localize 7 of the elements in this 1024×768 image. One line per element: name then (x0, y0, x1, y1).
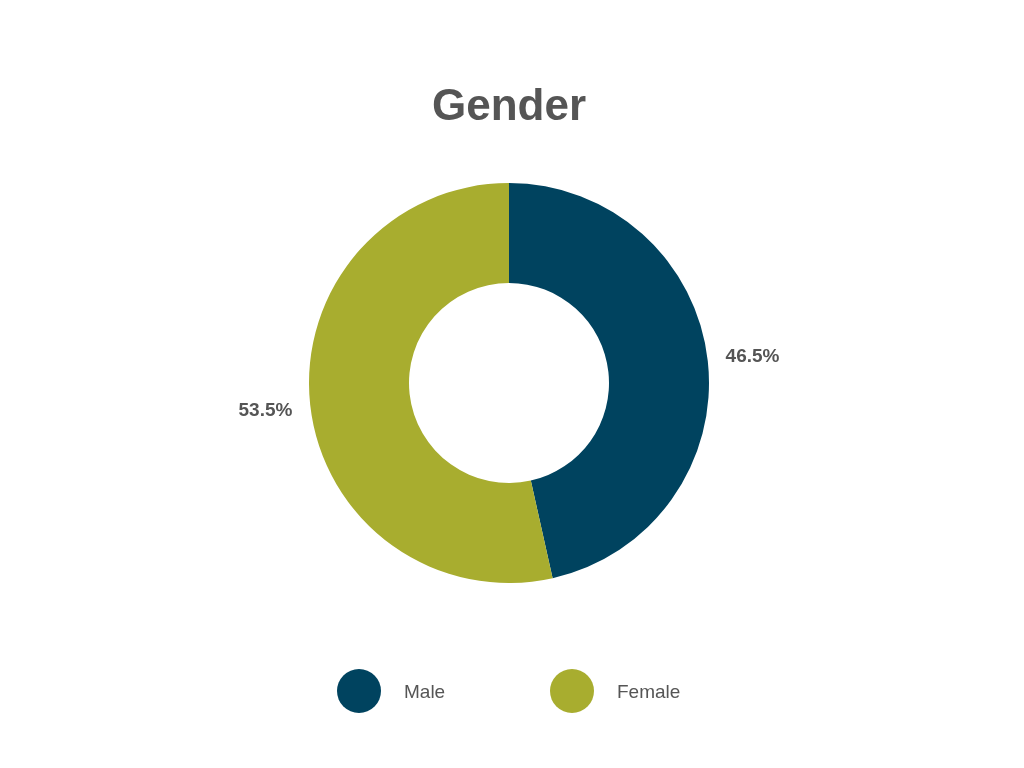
data-label: 53.5% (238, 398, 293, 420)
donut-slice (309, 183, 553, 583)
legend-label: Male (404, 681, 446, 702)
data-label: 46.5% (725, 345, 780, 367)
chart-title: Gender (431, 80, 587, 129)
donut-slice (509, 183, 709, 579)
legend-label: Female (617, 681, 681, 702)
